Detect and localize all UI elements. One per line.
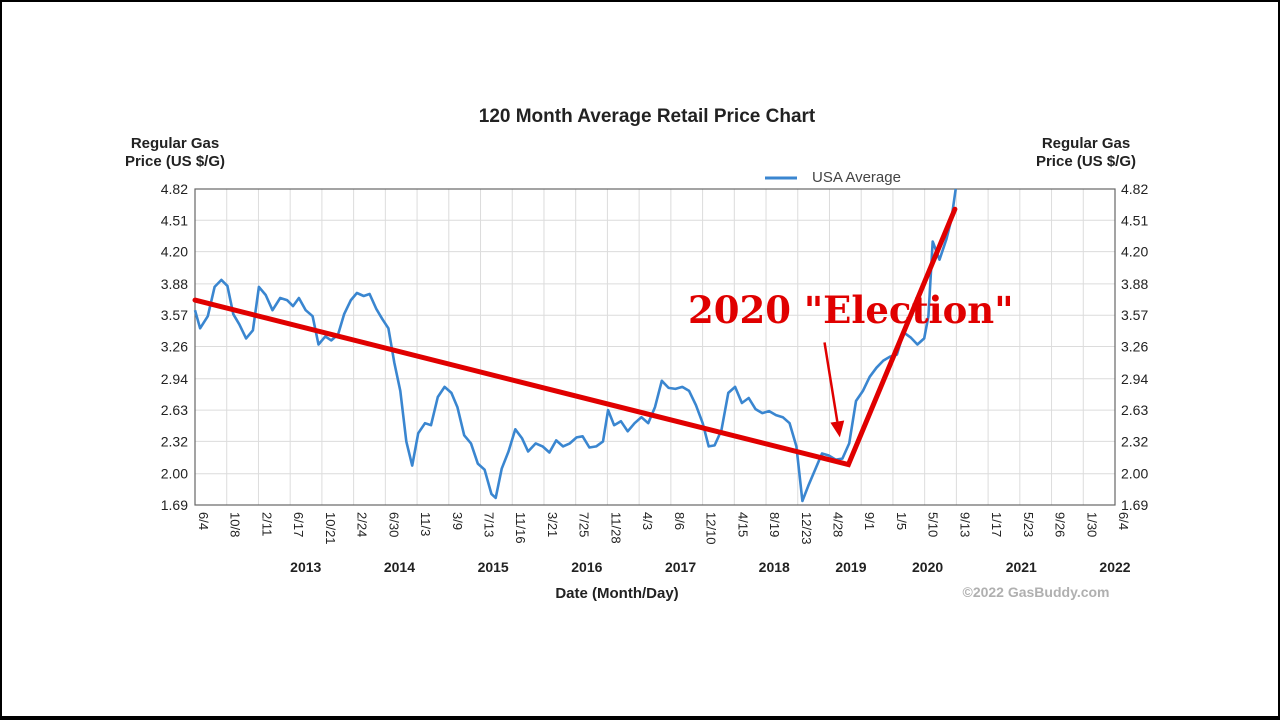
- plot-grid: [194, 188, 1116, 506]
- year-label: 2019: [835, 559, 866, 575]
- x-tick-label: 2/11: [259, 512, 274, 536]
- x-tick-label: 6/17: [291, 512, 306, 537]
- x-tick-label: 6/30: [386, 512, 401, 537]
- year-label: 2015: [478, 559, 509, 575]
- x-tick-label: 9/26: [1053, 512, 1068, 537]
- y-tick-left: 1.69: [161, 497, 188, 513]
- series-layer: [193, 188, 957, 503]
- left-axis-title-line2: Price (US $/G): [125, 153, 225, 170]
- x-tick-label: 5/10: [926, 512, 941, 537]
- y-tick-right: 2.63: [1121, 402, 1148, 418]
- x-tick-label: 12/23: [799, 512, 814, 545]
- x-tick-label: 8/6: [672, 512, 687, 530]
- y-tick-left: 2.32: [161, 433, 188, 449]
- election-annotation: 2020 "Election": [688, 288, 1013, 332]
- year-label: 2016: [571, 559, 602, 575]
- plot-background: [195, 189, 1115, 505]
- legend: USA Average: [765, 169, 901, 186]
- x-tick-label: 11/3: [418, 512, 433, 536]
- x-tick-label: 6/4: [1116, 512, 1131, 530]
- year-label: 2014: [384, 559, 415, 575]
- y-tick-right: 3.88: [1121, 276, 1148, 292]
- plot-border: [194, 188, 1116, 506]
- y-tick-right: 2.32: [1121, 433, 1148, 449]
- y-tick-right: 2.94: [1121, 371, 1148, 387]
- x-tick-label: 7/13: [482, 512, 497, 537]
- y-tick-left: 2.00: [161, 466, 188, 482]
- x-tick-label: 3/21: [545, 512, 560, 537]
- legend-label-usa-average: USA Average: [812, 169, 901, 186]
- copyright-text: ©2022 GasBuddy.com: [963, 584, 1110, 600]
- y-axis-ticks: 4.82 4.82 4.51 4.51 4.20 4.20 3.88 3.88 3.57 3.57…: [161, 181, 1149, 513]
- y-tick-left: 4.20: [161, 244, 188, 260]
- year-label: 2021: [1006, 559, 1037, 575]
- x-tick-label: 7/25: [577, 512, 592, 537]
- x-tick-label: 4/3: [640, 512, 655, 530]
- x-tick-label: 9/1: [862, 512, 877, 530]
- x-tick-label: 1/5: [894, 512, 909, 530]
- y-tick-right: 3.57: [1121, 307, 1148, 323]
- year-label: 2017: [665, 559, 696, 575]
- x-tick-label: 11/28: [608, 512, 623, 544]
- x-tick-label: 2/24: [355, 512, 370, 537]
- annotation-arrow-head: [830, 420, 845, 438]
- annotation-arrow-shaft: [823, 342, 839, 422]
- x-tick-label: 1/17: [989, 512, 1004, 537]
- x-tick-label: 4/15: [735, 512, 750, 537]
- y-tick-left: 3.57: [161, 307, 188, 323]
- y-tick-right: 3.26: [1121, 338, 1148, 354]
- year-label: 2020: [912, 559, 943, 575]
- x-tick-label: 11/16: [513, 512, 528, 544]
- x-axis-ticks: 6/4 10/8 2/11 6/17 10/21 2/24 6/30 11/3 3/9 7/13 1…: [196, 512, 1131, 545]
- trend-line: [192, 206, 958, 468]
- y-tick-left: 3.88: [161, 276, 188, 292]
- y-tick-left: 2.94: [161, 371, 188, 387]
- x-tick-label: 10/8: [228, 512, 243, 537]
- x-tick-label: 1/30: [1084, 512, 1099, 537]
- y-tick-right: 1.69: [1121, 497, 1148, 513]
- right-axis-title-line2: Price (US $/G): [1036, 153, 1136, 170]
- y-tick-left: 3.26: [161, 338, 188, 354]
- x-tick-label: 9/13: [957, 512, 972, 537]
- x-tick-label: 10/21: [323, 512, 338, 545]
- right-axis-title-line1: Regular Gas: [1042, 135, 1130, 152]
- y-tick-left: 2.63: [161, 402, 188, 418]
- series-line-usa-average: [193, 188, 957, 503]
- annotation-layer: [192, 206, 958, 468]
- y-tick-right: 4.82: [1121, 181, 1148, 197]
- left-axis-title-line1: Regular Gas: [131, 135, 219, 152]
- y-tick-right: 4.51: [1121, 212, 1148, 228]
- x-tick-label: 3/9: [450, 512, 465, 530]
- y-tick-left: 4.82: [161, 181, 188, 197]
- chart-title: 120 Month Average Retail Price Chart: [479, 106, 816, 127]
- year-labels: 2013 2014 2015 2016 2017 2018 2019 2020 2021 2022: [290, 559, 1131, 575]
- year-label: 2018: [759, 559, 790, 575]
- y-tick-left: 4.51: [161, 212, 188, 228]
- x-axis-title: Date (Month/Day): [555, 585, 678, 602]
- year-label: 2013: [290, 559, 321, 575]
- x-tick-label: 4/28: [830, 512, 845, 537]
- y-tick-right: 4.20: [1121, 244, 1148, 260]
- y-tick-right: 2.00: [1121, 466, 1148, 482]
- x-tick-label: 5/23: [1021, 512, 1036, 537]
- x-tick-label: 8/19: [767, 512, 782, 537]
- year-label: 2022: [1099, 559, 1130, 575]
- x-tick-label: 6/4: [196, 512, 211, 530]
- x-tick-label: 12/10: [704, 512, 719, 545]
